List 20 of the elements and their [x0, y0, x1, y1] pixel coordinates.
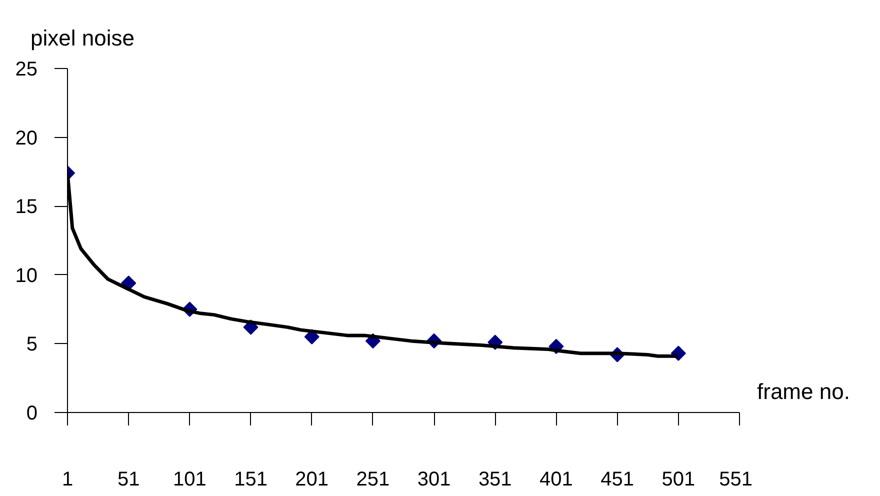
- x-tick-label: 301: [417, 468, 451, 490]
- y-axis-title: pixel noise: [30, 26, 134, 50]
- x-tick-label: 151: [234, 468, 268, 490]
- x-tick-label: 451: [600, 468, 634, 490]
- x-tick-label: 101: [172, 468, 206, 490]
- x-tick-label: 51: [117, 468, 140, 490]
- y-tick-label: 5: [26, 334, 38, 356]
- x-tick-label: 551: [719, 468, 753, 490]
- x-tick-label: 501: [662, 468, 696, 490]
- y-tick-label: 10: [15, 264, 38, 287]
- x-tick-label: 251: [356, 468, 390, 490]
- y-tick-label: 15: [15, 196, 38, 218]
- x-tick-label: 201: [295, 468, 329, 490]
- x-tick-label: 401: [540, 468, 573, 490]
- x-tick-label: 1: [62, 468, 74, 490]
- y-tick-label: 25: [15, 58, 38, 80]
- y-tick-label: 0: [26, 402, 38, 424]
- x-tick-label: 351: [478, 468, 512, 490]
- x-axis-title: frame no.: [757, 378, 850, 406]
- y-tick-label: 20: [15, 127, 38, 150]
